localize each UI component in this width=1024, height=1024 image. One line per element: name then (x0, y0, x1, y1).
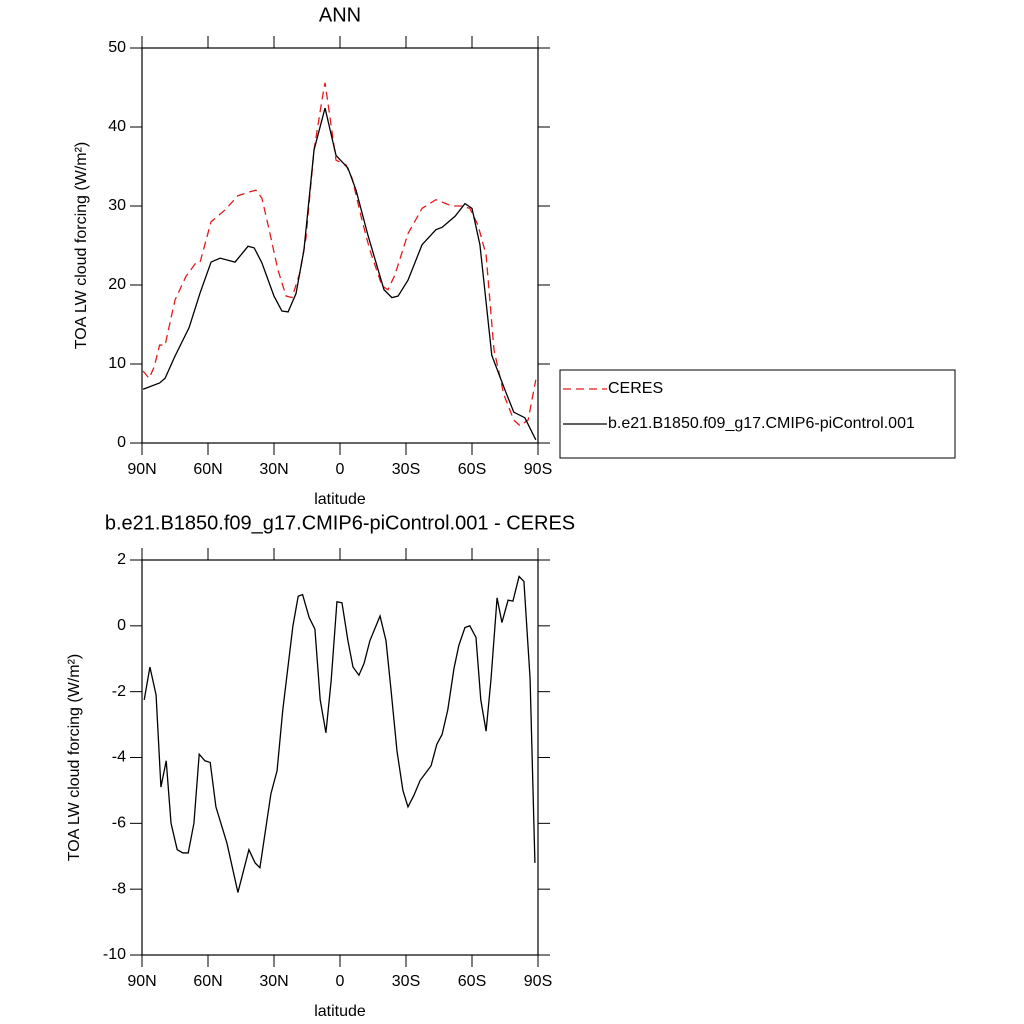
x-tick-label: 60S (458, 461, 486, 478)
x-tick-label: 60N (193, 461, 222, 478)
y-tick-label: -6 (112, 815, 126, 832)
y-tick-label: 30 (108, 197, 126, 214)
x-tick-label: 60S (458, 973, 486, 990)
y-tick-label: 50 (108, 39, 126, 56)
y-tick-label: 20 (108, 276, 126, 293)
y-axis-label: TOA LW cloud forcing (W/m²) (66, 654, 83, 861)
data-line (142, 107, 537, 441)
legend-label: b.e21.B1850.f09_g17.CMIP6-piControl.001 (608, 415, 915, 432)
legend-box (559, 369, 956, 459)
plot-frame (141, 47, 539, 444)
y-tick-label: -10 (103, 946, 126, 963)
x-tick-label: 30S (392, 461, 420, 478)
plot-frame (141, 559, 539, 956)
x-tick-label: 30N (259, 461, 288, 478)
y-tick-label: 0 (117, 617, 126, 634)
data-line (143, 575, 536, 893)
x-tick-label: 60N (193, 973, 222, 990)
x-axis-label: latitude (314, 491, 366, 508)
x-tick-label: 30S (392, 973, 420, 990)
x-axis-label: latitude (314, 1003, 366, 1020)
x-tick-label: 0 (336, 973, 345, 990)
y-tick-label: 40 (108, 118, 126, 135)
data-line (142, 82, 537, 427)
y-axis-label: TOA LW cloud forcing (W/m²) (73, 142, 90, 349)
x-tick-label: 90N (127, 973, 156, 990)
chart-title: ANN (319, 4, 361, 26)
y-tick-label: -8 (112, 880, 126, 897)
chart-title: b.e21.B1850.f09_g17.CMIP6-piControl.001 … (105, 512, 575, 534)
x-tick-label: 90N (127, 461, 156, 478)
y-tick-label: 10 (108, 355, 126, 372)
y-tick-label: -2 (112, 683, 126, 700)
legend-label: CERES (608, 380, 663, 397)
y-tick-label: 2 (117, 551, 126, 568)
x-tick-label: 90S (524, 973, 552, 990)
x-tick-label: 90S (524, 461, 552, 478)
y-tick-label: -4 (112, 749, 126, 766)
legend: CERES b.e21.B1850.f09_g17.CMIP6-piControl… (559, 369, 956, 459)
x-tick-label: 0 (336, 461, 345, 478)
y-tick-label: 0 (117, 434, 126, 451)
x-tick-label: 30N (259, 973, 288, 990)
